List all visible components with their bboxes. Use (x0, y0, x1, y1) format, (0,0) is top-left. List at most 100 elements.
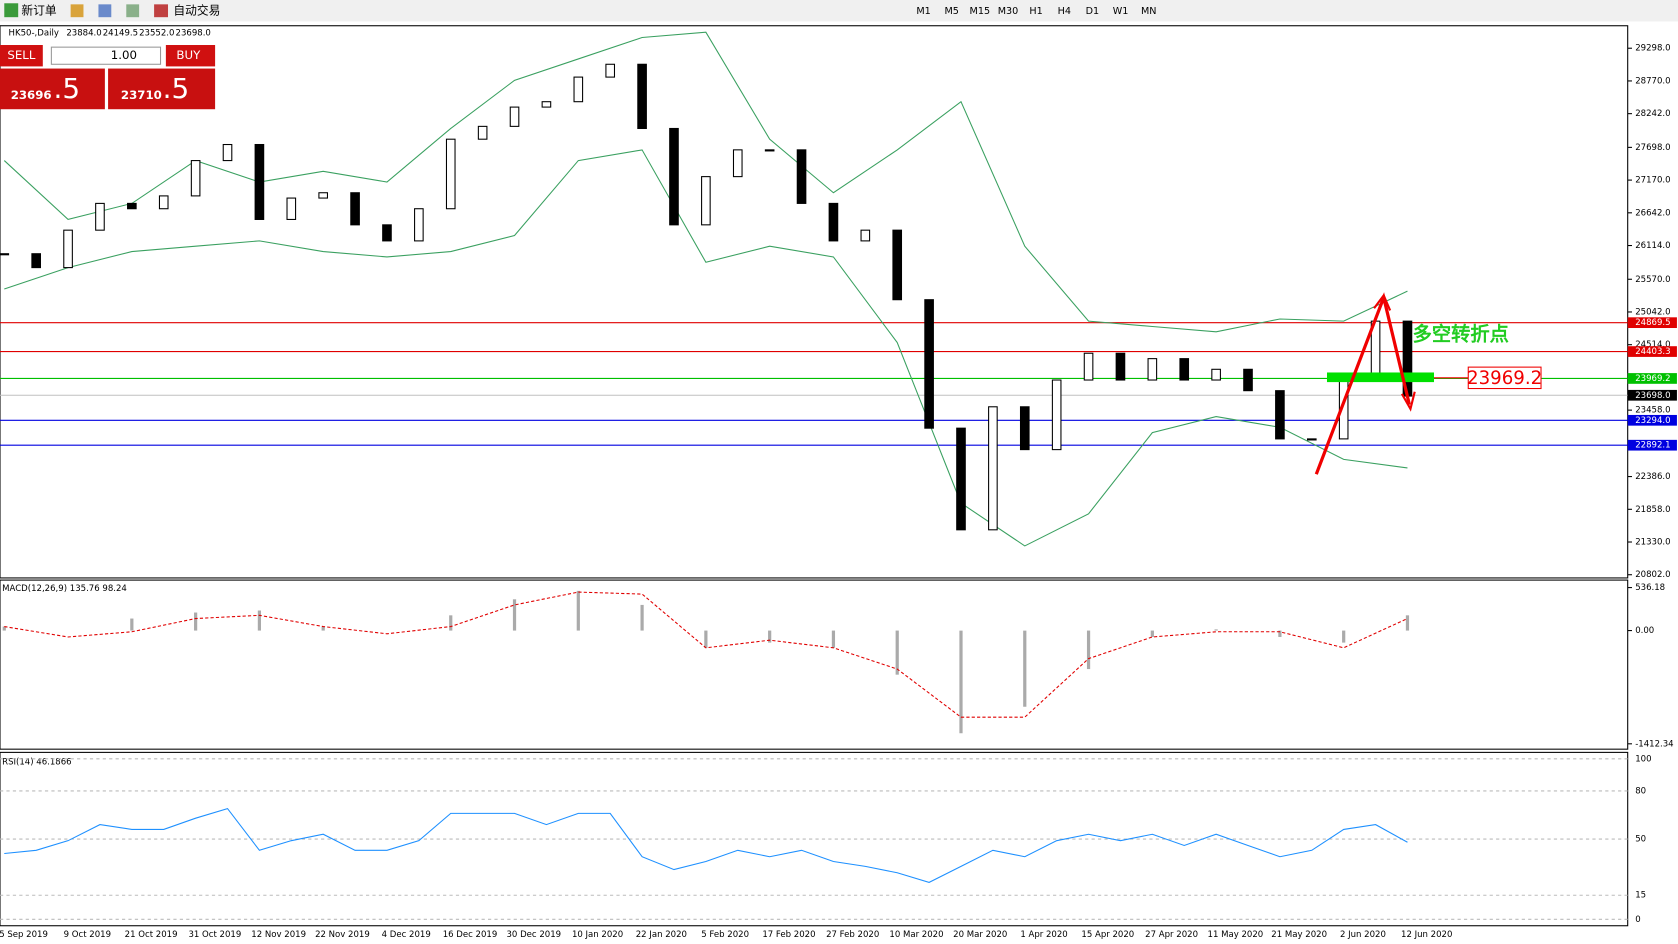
new-order-icon[interactable] (4, 3, 19, 18)
candle (988, 406, 998, 531)
annotations: 多空转折点 23969.2 (1314, 292, 1542, 475)
y-tick-label: 0 (1635, 915, 1640, 925)
sell-label[interactable]: SELL (7, 48, 35, 62)
auto-trading-button[interactable]: 自动交易 (173, 3, 220, 17)
x-tick-label: 11 May 2020 (1208, 930, 1264, 940)
candle (1115, 352, 1126, 381)
x-tick-label: 17 Feb 2020 (762, 930, 815, 940)
x-tick-label: 5 Sep 2019 (0, 930, 48, 940)
candle (1147, 358, 1158, 381)
y-tick-label: 26642.0 (1635, 208, 1670, 218)
y-tick-label: 22386.0 (1635, 472, 1670, 482)
y-tick-label: 80 (1635, 786, 1646, 796)
lot-input[interactable] (50, 46, 162, 65)
buy-button[interactable] (165, 45, 216, 67)
buy-label[interactable]: BUY (176, 48, 201, 62)
x-tick-label: 31 Oct 2019 (188, 930, 241, 940)
x-tick-label: 10 Mar 2020 (889, 930, 943, 940)
timeframe-button[interactable]: W1 (1113, 6, 1129, 17)
level-label-box (1627, 439, 1677, 451)
ohlc: 23552.0 (139, 29, 174, 39)
candle (31, 253, 41, 269)
annotation-price: 23969.2 (1467, 368, 1542, 389)
level-label: 24869.5 (1635, 318, 1670, 328)
arrow-head (1400, 391, 1416, 412)
timeframe-button[interactable]: MN (1141, 6, 1157, 17)
level-label-box (1627, 373, 1677, 384)
timeframe-button[interactable]: H4 (1058, 6, 1071, 17)
annotation-box (1467, 366, 1542, 390)
candle (190, 160, 201, 197)
candle (573, 76, 584, 103)
candle (1179, 358, 1190, 381)
candle (1083, 352, 1094, 381)
y-tick-label: 25570.0 (1635, 275, 1670, 285)
level-label-box (1627, 414, 1677, 426)
x-tick-label: 22 Jan 2020 (636, 930, 687, 940)
macd-frame (0, 579, 1629, 750)
auto-trading-icon[interactable] (154, 4, 169, 18)
candle (956, 427, 966, 531)
buy-price-box[interactable] (108, 68, 216, 110)
buy-price-frac: .5 (163, 72, 190, 105)
rsi-label: RSI(14) 46.1866 (2, 758, 72, 768)
candle (286, 197, 297, 220)
rsi-line (4, 807, 1408, 883)
x-tick-label: 21 Oct 2019 (125, 930, 178, 940)
pivot-bar (1326, 372, 1435, 383)
y-tick-label: 100 (1635, 754, 1651, 764)
icon[interactable] (126, 4, 140, 18)
timeframe-bar: M1 M5 M15 M30 H1 H4 D1 W1 MN (916, 6, 1156, 17)
x-tick-label: 16 Dec 2019 (443, 930, 498, 940)
level-label: 24403.3 (1635, 347, 1670, 357)
x-tick-label: 12 Jun 2020 (1401, 930, 1452, 940)
trend-arrow (1314, 292, 1411, 475)
candle (222, 143, 233, 162)
timeframe-button[interactable]: D1 (1086, 6, 1100, 17)
icon[interactable] (70, 4, 84, 18)
macd-label: MACD(12,26,9) 135.76 98.24 (2, 584, 127, 594)
candle (1051, 379, 1062, 451)
candle (605, 63, 616, 78)
bollinger-band (4, 149, 1408, 547)
timeframe-button[interactable]: M1 (916, 6, 930, 17)
timeframe-button[interactable]: H1 (1029, 6, 1042, 17)
y-tick-label: 15 (1635, 891, 1646, 901)
x-tick-label: 10 Jan 2020 (572, 930, 623, 940)
candle (701, 176, 711, 226)
buy-price: 23710 (121, 88, 162, 102)
x-tick-label: 1 Apr 2020 (1020, 930, 1067, 940)
y-tick-label: 50 (1635, 835, 1646, 845)
y-tick-label: 28242.0 (1635, 109, 1670, 119)
timeframe-button[interactable]: M15 (970, 6, 991, 17)
ohlc: 23698.0 (176, 29, 211, 39)
level-label-box (1627, 389, 1677, 401)
candle (828, 202, 839, 242)
candle (732, 149, 743, 178)
candle (95, 202, 105, 231)
x-tick-label: 30 Dec 2019 (506, 930, 561, 940)
y-tick-label: 25042.0 (1635, 307, 1670, 317)
level-label: 23294.0 (1635, 416, 1670, 426)
y-tick-label: 27170.0 (1635, 176, 1670, 186)
lot-value[interactable]: 1.00 (111, 48, 137, 62)
macd-signal (4, 591, 1408, 718)
toolbar (0, 0, 1678, 22)
level-label: 22892.1 (1635, 441, 1670, 451)
timeframe-button[interactable]: M5 (944, 6, 958, 17)
candle (445, 138, 456, 210)
x-tick-label: 15 Apr 2020 (1081, 930, 1134, 940)
sell-price-box[interactable] (0, 68, 105, 110)
y-tick-label: 26114.0 (1635, 241, 1670, 251)
timeframe-button[interactable]: M30 (998, 6, 1019, 17)
candle (63, 229, 73, 269)
y-tick-label: 29298.0 (1635, 44, 1670, 54)
sell-button[interactable] (0, 45, 43, 67)
icon[interactable] (98, 4, 112, 18)
trade-panel: SELL 1.00 BUY 23696 .5 23710 .5 (0, 45, 216, 110)
new-order-button[interactable]: 新订单 (21, 3, 57, 17)
y-tick-label: 20802.0 (1635, 570, 1670, 580)
candle (158, 195, 169, 210)
candle (796, 149, 807, 204)
